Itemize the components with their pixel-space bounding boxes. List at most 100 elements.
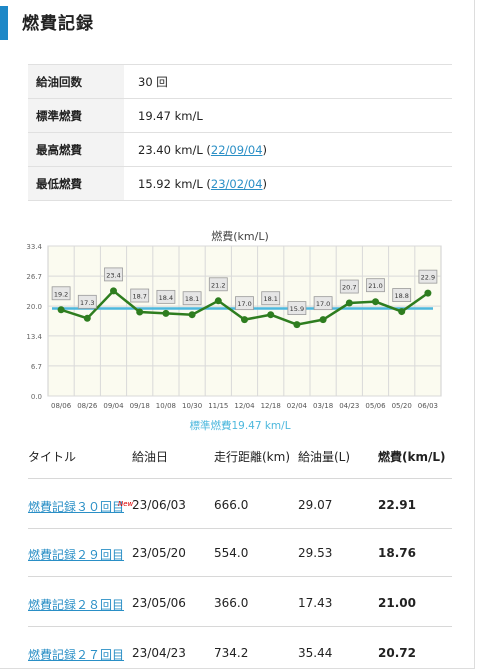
- x-tick-label: 08/06: [51, 402, 72, 410]
- x-tick-label: 06/03: [418, 402, 438, 410]
- summary-value: 23.40 km/L (: [138, 142, 211, 157]
- record-fuel: 22.91: [378, 498, 416, 512]
- data-point: [372, 298, 379, 306]
- x-tick-label: 09/04: [103, 402, 124, 410]
- record-amount: 29.07: [298, 498, 333, 512]
- data-label: 17.0: [316, 300, 330, 308]
- data-point: [188, 311, 196, 319]
- data-label: 18.4: [159, 294, 173, 302]
- data-label: 22.9: [421, 274, 435, 282]
- data-label-box: [287, 301, 307, 315]
- summary-paren: ): [262, 176, 268, 191]
- worst-date-link[interactable]: 23/02/04: [210, 176, 263, 191]
- record-title-link[interactable]: 燃費記録３０回目: [28, 500, 125, 514]
- summary-label: 給油回数: [28, 64, 124, 99]
- x-tick-label: 12/18: [261, 402, 281, 410]
- data-label-box: [313, 296, 333, 311]
- summary-row-worst: 最低燃費 15.92 km/L (23/02/04): [28, 166, 452, 201]
- new-badge: New: [118, 500, 134, 508]
- header-accent: [0, 6, 8, 40]
- record-distance: 366.0: [214, 596, 249, 610]
- record-amount: 29.53: [298, 546, 333, 560]
- x-tick-label: 08/26: [77, 402, 98, 410]
- header-title: タイトル: [28, 450, 77, 464]
- data-label-box: [261, 291, 281, 306]
- data-label: 20.7: [342, 284, 356, 292]
- x-tick-label: 05/20: [392, 402, 412, 410]
- best-date-link[interactable]: 22/09/04: [210, 142, 263, 157]
- data-point: [267, 311, 275, 319]
- data-point: [83, 314, 91, 322]
- summary-value: 15.92 km/L (: [138, 176, 211, 191]
- y-tick-label: 13.4: [26, 333, 42, 341]
- summary-row-standard: 標準燃費 19.47 km/L: [28, 98, 452, 133]
- data-point: [110, 287, 117, 295]
- summary-value-cell: 15.92 km/L (23/02/04): [124, 166, 452, 201]
- fuel-chart: 33.4 26.7 20.0 13.4 6.7 0.0 08/06 08/26 09/04 09/…: [26, 243, 442, 410]
- record-title-link[interactable]: 燃費記録２８回目: [28, 598, 125, 612]
- data-label-box: [51, 286, 71, 301]
- record-distance: 734.2: [214, 646, 249, 660]
- data-point: [214, 297, 222, 305]
- summary-value: 30 回: [124, 64, 452, 99]
- data-label-box: [235, 296, 254, 311]
- data-point: [293, 321, 301, 329]
- summary-row-best: 最高燃費 23.40 km/L (22/09/04): [28, 132, 452, 167]
- data-label: 21.2: [211, 281, 225, 289]
- summary-label: 標準燃費: [28, 98, 124, 133]
- data-point: [241, 316, 248, 324]
- data-label-box: [182, 291, 202, 306]
- summary-value-cell: 23.40 km/L (22/09/04): [124, 132, 452, 167]
- header-date: 給油日: [132, 450, 169, 464]
- data-label-box: [418, 269, 438, 284]
- x-tick-label: 10/08: [156, 402, 176, 410]
- record-date: 23/05/20: [132, 546, 186, 560]
- record-distance: 554.0: [214, 546, 249, 560]
- x-tick-label: 05/06: [365, 402, 386, 410]
- y-tick-label: 33.4: [26, 243, 42, 251]
- summary-paren: ): [262, 142, 268, 157]
- record-fuel: 21.00: [378, 596, 416, 610]
- summary-table: 給油回数 30 回 標準燃費 19.47 km/L 最高燃費 23.40 km/…: [28, 64, 452, 201]
- header-fuel: 燃費(km/L): [378, 450, 446, 464]
- x-tick-label: 02/04: [287, 402, 308, 410]
- header-amount: 給油量(L): [298, 450, 351, 464]
- data-point: [136, 308, 144, 316]
- data-point: [345, 299, 353, 307]
- divider: [28, 528, 452, 529]
- data-point: [319, 316, 327, 324]
- data-label-box: [392, 288, 412, 302]
- x-tick-label: 12/04: [234, 402, 255, 410]
- summary-row-count: 給油回数 30 回: [28, 64, 452, 99]
- chart-title: 燃費(km/L): [211, 230, 269, 243]
- y-tick-label: 6.7: [31, 363, 42, 371]
- x-tick-label: 09/18: [130, 402, 150, 410]
- record-date: 23/04/23: [132, 646, 186, 660]
- header-distance: 走行距離(km): [214, 450, 291, 464]
- data-label: 21.0: [368, 282, 382, 290]
- record-fuel: 18.76: [378, 546, 416, 560]
- data-label-box: [339, 279, 359, 294]
- record-title-link[interactable]: 燃費記録２９回目: [28, 548, 125, 562]
- record-title-link[interactable]: 燃費記録２７回目: [28, 648, 125, 662]
- data-label: 18.8: [394, 292, 408, 300]
- y-tick-label: 20.0: [26, 303, 42, 311]
- record-amount: 17.43: [298, 596, 333, 610]
- page-title: 燃費記録: [22, 14, 94, 34]
- data-label: 15.9: [290, 305, 304, 313]
- data-label: 17.3: [80, 299, 94, 307]
- divider: [28, 626, 452, 627]
- divider: [28, 576, 452, 577]
- data-label-box: [77, 294, 97, 309]
- summary-value: 19.47 km/L: [124, 98, 452, 133]
- data-label: 18.1: [263, 295, 277, 303]
- data-label: 19.2: [54, 290, 68, 298]
- x-tick-label: 10/30: [182, 402, 202, 410]
- x-tick-label: 11/15: [208, 402, 228, 410]
- x-tick-label: 04/23: [339, 402, 359, 410]
- data-label: 17.0: [237, 300, 251, 308]
- x-tick-label: 03/18: [313, 402, 333, 410]
- data-point: [162, 309, 170, 317]
- data-label: 18.7: [132, 293, 146, 301]
